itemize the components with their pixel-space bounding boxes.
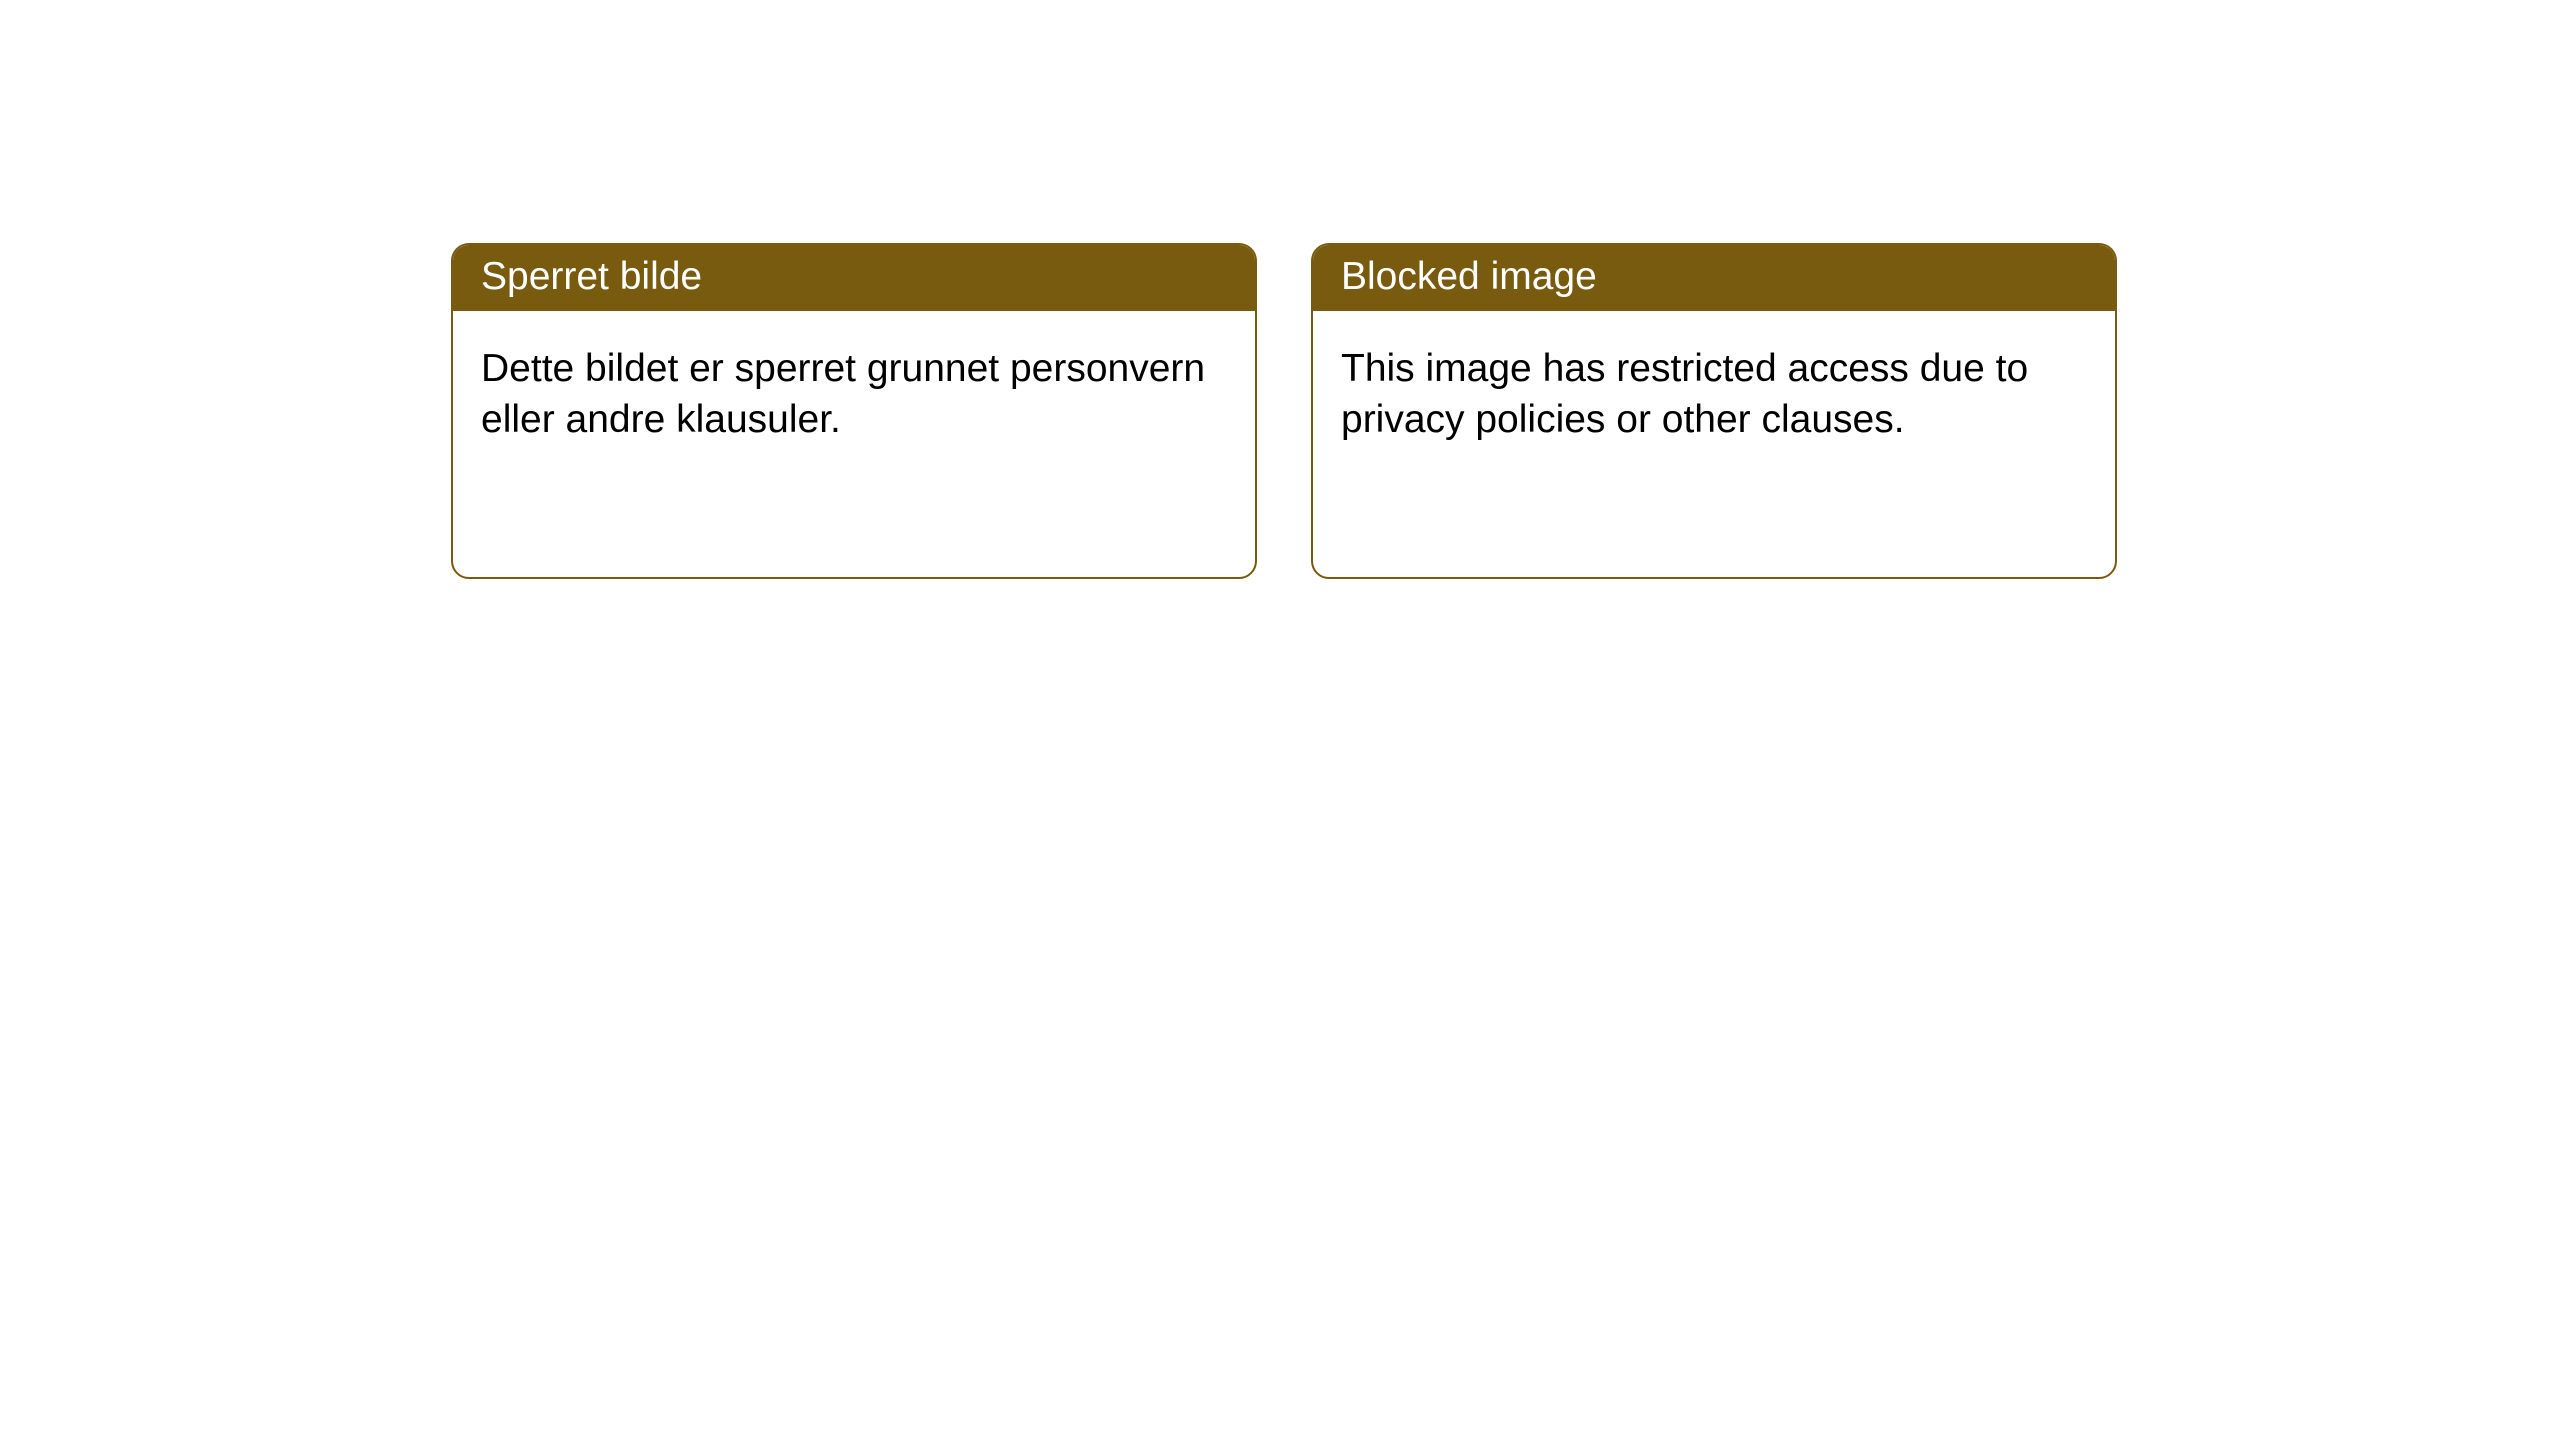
notice-container: Sperret bilde Dette bildet er sperret gr… — [0, 0, 2560, 579]
notice-card-english: Blocked image This image has restricted … — [1311, 243, 2117, 579]
notice-card-norwegian: Sperret bilde Dette bildet er sperret gr… — [451, 243, 1257, 579]
notice-title: Blocked image — [1313, 245, 2115, 311]
notice-title: Sperret bilde — [453, 245, 1255, 311]
notice-body: Dette bildet er sperret grunnet personve… — [453, 311, 1255, 478]
notice-body: This image has restricted access due to … — [1313, 311, 2115, 478]
